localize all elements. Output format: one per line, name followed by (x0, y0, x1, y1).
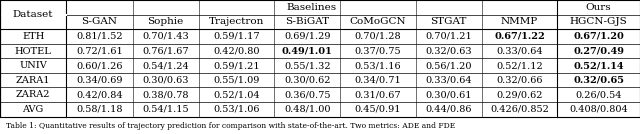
Text: NMMP: NMMP (501, 17, 538, 26)
Text: 0.69/1.29: 0.69/1.29 (284, 32, 330, 41)
Text: 0.44/0.86: 0.44/0.86 (426, 105, 472, 114)
Text: 0.55/1.09: 0.55/1.09 (213, 76, 260, 85)
Text: 0.70/1.21: 0.70/1.21 (426, 32, 472, 41)
Text: 0.52/1.04: 0.52/1.04 (213, 90, 260, 99)
Text: 0.38/0.78: 0.38/0.78 (142, 90, 189, 99)
Text: 0.27/0.49: 0.27/0.49 (573, 46, 624, 55)
Text: CoMoGCN: CoMoGCN (349, 17, 406, 26)
Text: 0.45/0.91: 0.45/0.91 (355, 105, 401, 114)
Text: 0.30/0.62: 0.30/0.62 (284, 76, 330, 85)
Text: 0.54/1.24: 0.54/1.24 (142, 61, 189, 70)
Text: 0.42/0.84: 0.42/0.84 (76, 90, 123, 99)
Text: Sophie: Sophie (148, 17, 184, 26)
Text: 0.29/0.62: 0.29/0.62 (496, 90, 543, 99)
Text: 0.31/0.67: 0.31/0.67 (355, 90, 401, 99)
Text: Dataset: Dataset (13, 10, 53, 19)
Text: 0.37/0.75: 0.37/0.75 (355, 46, 401, 55)
Text: 0.53/1.16: 0.53/1.16 (355, 61, 401, 70)
Text: 0.42/0.80: 0.42/0.80 (213, 46, 260, 55)
Text: Ours: Ours (586, 3, 611, 12)
Text: 0.34/0.69: 0.34/0.69 (76, 76, 123, 85)
Text: 0.32/0.66: 0.32/0.66 (496, 76, 543, 85)
Text: Trajectron: Trajectron (209, 17, 264, 26)
Text: 0.49/1.01: 0.49/1.01 (282, 46, 333, 55)
Text: 0.60/1.26: 0.60/1.26 (76, 61, 123, 70)
Text: 0.70/1.43: 0.70/1.43 (142, 32, 189, 41)
Text: 0.30/0.63: 0.30/0.63 (142, 76, 189, 85)
Text: 0.408/0.804: 0.408/0.804 (569, 105, 628, 114)
Text: S-GAN: S-GAN (81, 17, 117, 26)
Text: 0.26/0.54: 0.26/0.54 (575, 90, 622, 99)
Text: 0.67/1.22: 0.67/1.22 (494, 32, 545, 41)
Text: ETH: ETH (22, 32, 44, 41)
Text: 0.81/1.52: 0.81/1.52 (76, 32, 123, 41)
Text: 0.53/1.06: 0.53/1.06 (213, 105, 260, 114)
Text: 0.76/1.67: 0.76/1.67 (142, 46, 189, 55)
Text: Baselines: Baselines (287, 3, 337, 12)
Text: Table 1: Quantitative results of trajectory prediction for comparison with state: Table 1: Quantitative results of traject… (6, 122, 456, 130)
Text: STGAT: STGAT (431, 17, 467, 26)
Text: 0.52/1.14: 0.52/1.14 (573, 61, 624, 70)
Text: 0.33/0.64: 0.33/0.64 (496, 46, 543, 55)
Text: 0.426/0.852: 0.426/0.852 (490, 105, 549, 114)
Text: 0.55/1.32: 0.55/1.32 (284, 61, 330, 70)
Text: UNIV: UNIV (19, 61, 47, 70)
Text: 0.34/0.71: 0.34/0.71 (355, 76, 401, 85)
Text: 0.48/1.00: 0.48/1.00 (284, 105, 330, 114)
Text: 0.36/0.75: 0.36/0.75 (284, 90, 330, 99)
Text: 0.33/0.64: 0.33/0.64 (426, 76, 472, 85)
Text: 0.56/1.20: 0.56/1.20 (426, 61, 472, 70)
Text: HGCN-GJS: HGCN-GJS (570, 17, 627, 26)
Text: 0.30/0.61: 0.30/0.61 (426, 90, 472, 99)
Text: 0.32/0.63: 0.32/0.63 (426, 46, 472, 55)
Text: ZARA1: ZARA1 (16, 76, 51, 85)
Text: 0.52/1.12: 0.52/1.12 (496, 61, 543, 70)
Text: 0.54/1.15: 0.54/1.15 (142, 105, 189, 114)
Text: 0.58/1.18: 0.58/1.18 (76, 105, 123, 114)
Text: 0.59/1.17: 0.59/1.17 (213, 32, 260, 41)
Text: AVG: AVG (22, 105, 44, 114)
Text: 0.59/1.21: 0.59/1.21 (213, 61, 260, 70)
Text: ZARA2: ZARA2 (16, 90, 51, 99)
Text: 0.72/1.61: 0.72/1.61 (76, 46, 123, 55)
Text: HOTEL: HOTEL (15, 46, 52, 55)
Text: 0.32/0.65: 0.32/0.65 (573, 76, 624, 85)
Text: 0.67/1.20: 0.67/1.20 (573, 32, 624, 41)
Text: 0.70/1.28: 0.70/1.28 (355, 32, 401, 41)
Text: S-BiGAT: S-BiGAT (285, 17, 329, 26)
